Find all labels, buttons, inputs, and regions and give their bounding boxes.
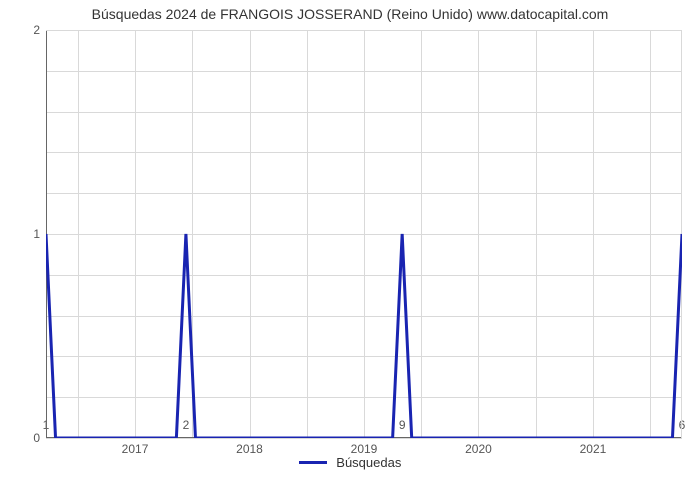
chart-container: Búsquedas 2024 de FRANGOIS JOSSERAND (Re… bbox=[0, 0, 700, 500]
series-line bbox=[46, 30, 682, 438]
chart-title: Búsquedas 2024 de FRANGOIS JOSSERAND (Re… bbox=[0, 6, 700, 22]
y-tick-label: 2 bbox=[33, 23, 46, 37]
legend: Búsquedas bbox=[0, 454, 700, 470]
plot-area: 012129620172018201920202021 bbox=[46, 30, 682, 438]
legend-label: Búsquedas bbox=[336, 455, 401, 470]
y-tick-label: 1 bbox=[33, 227, 46, 241]
legend-swatch bbox=[299, 461, 327, 464]
